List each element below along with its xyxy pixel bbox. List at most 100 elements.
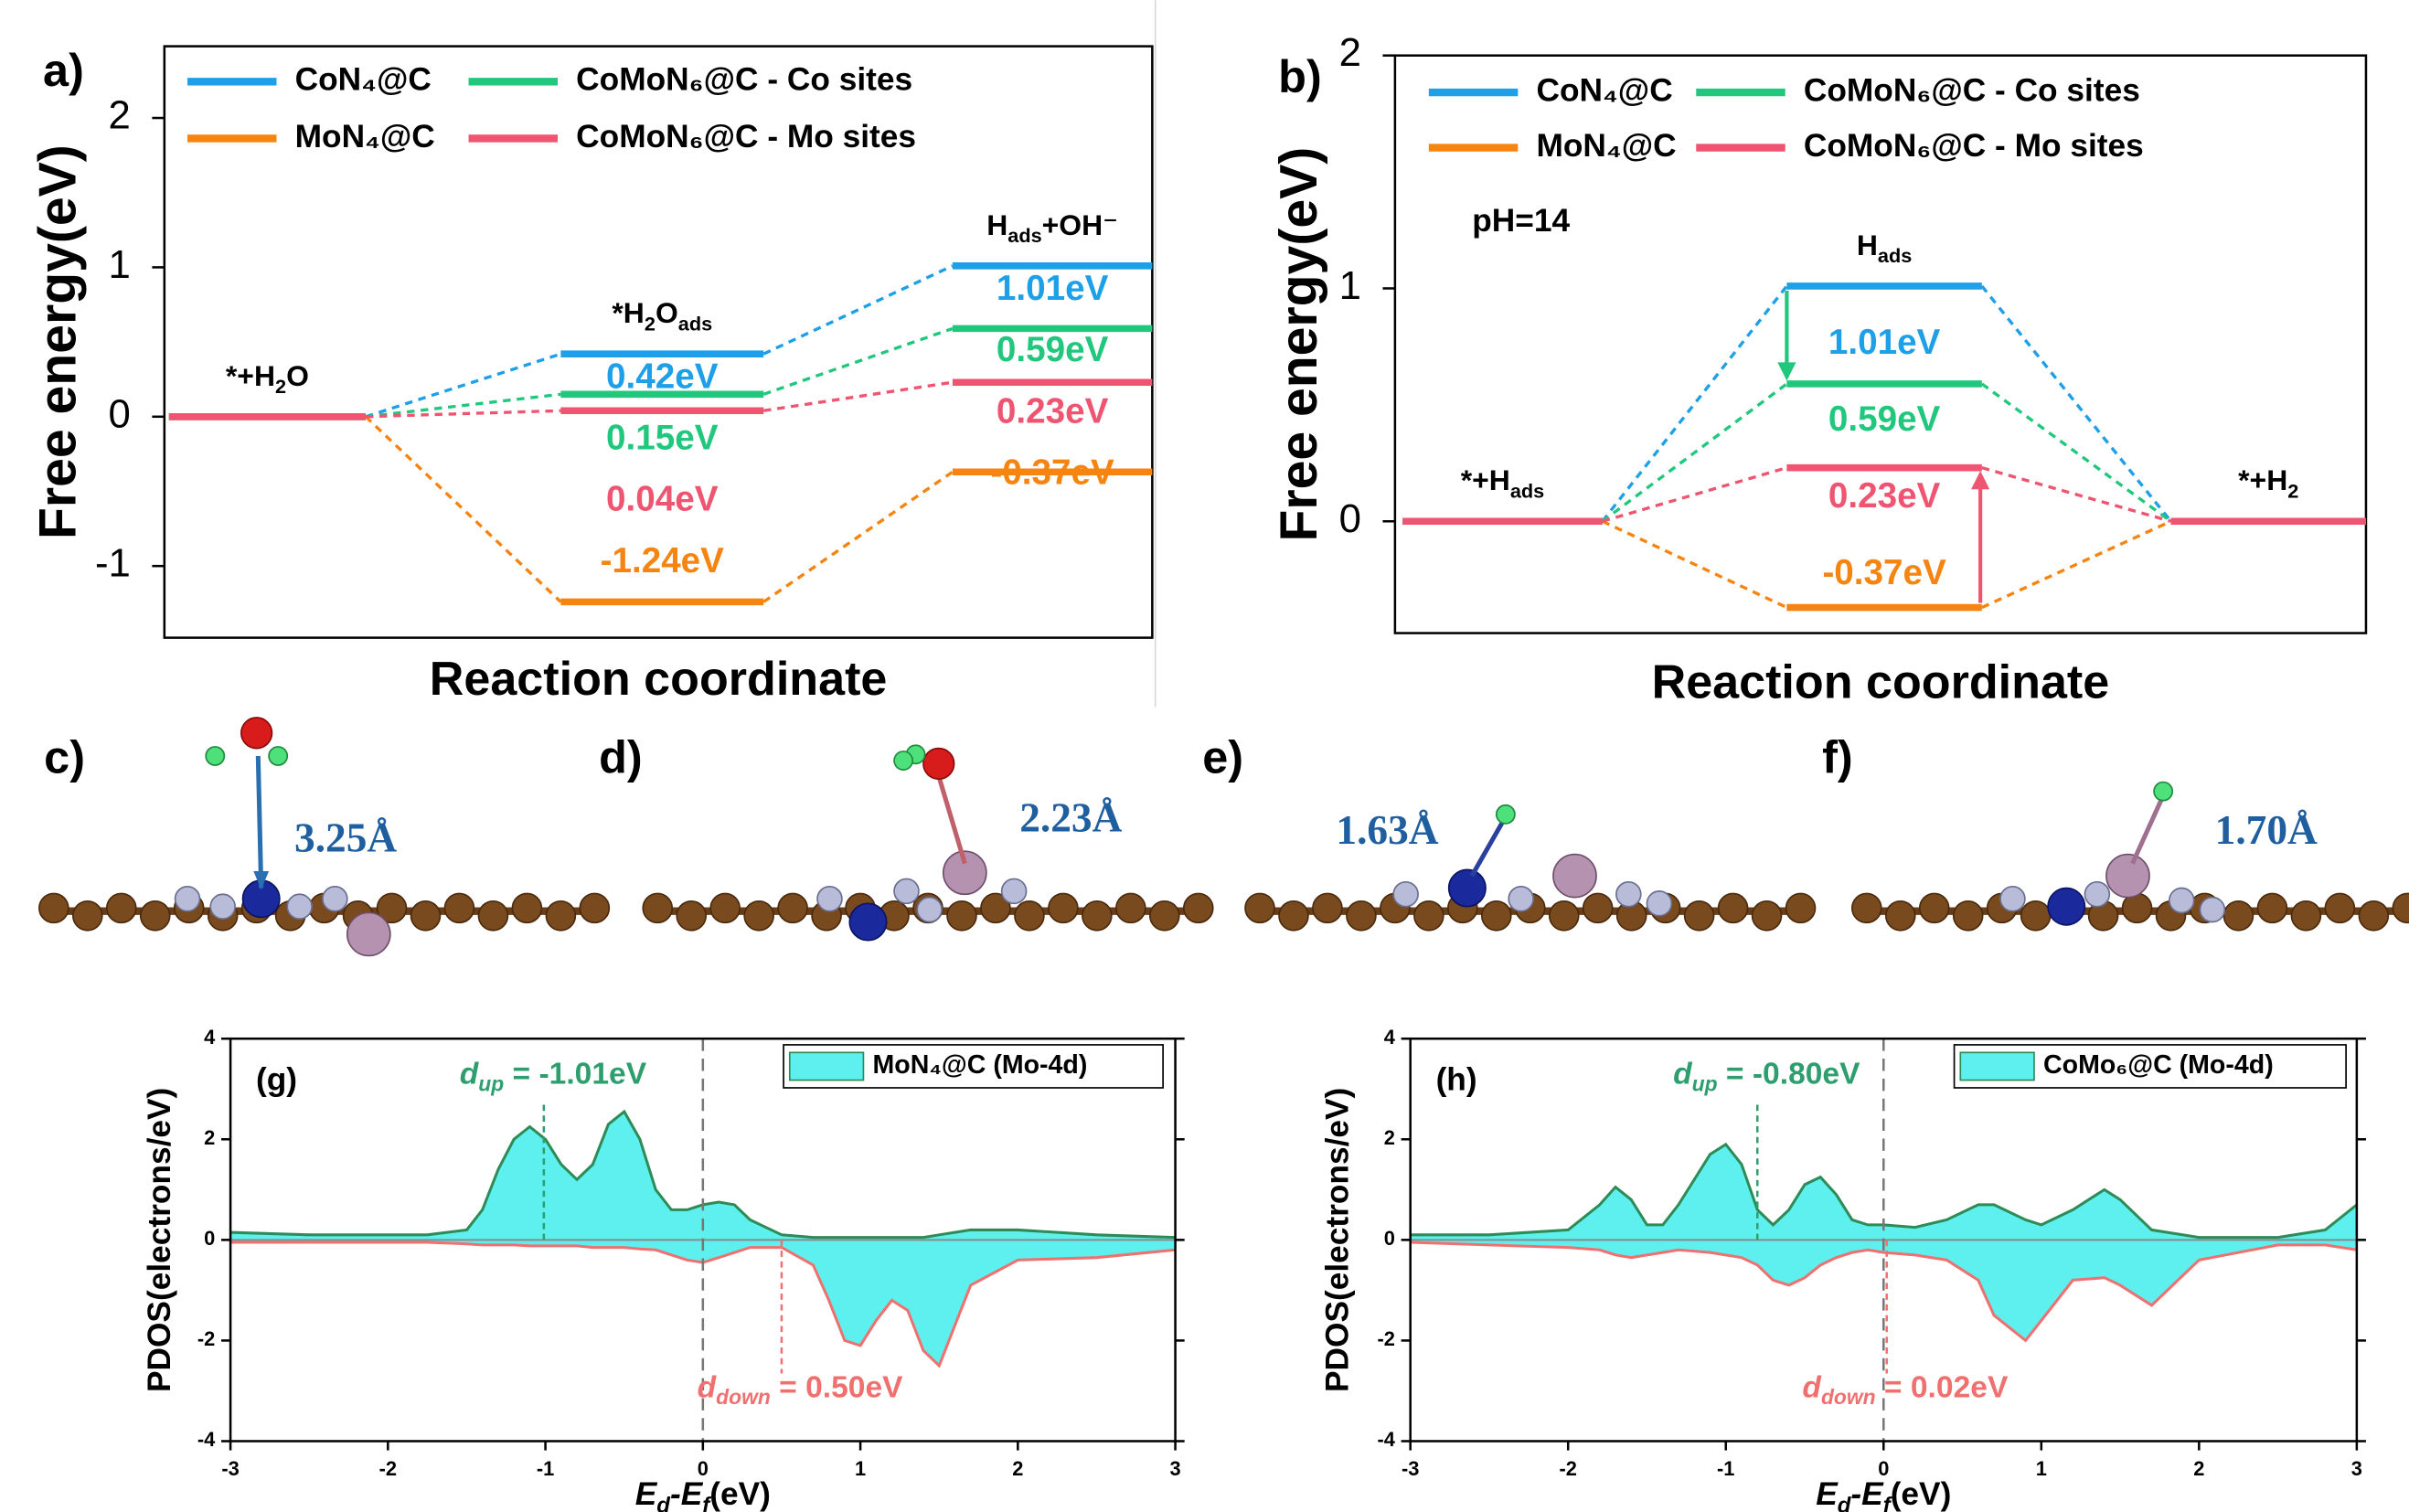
y-axis-title: Free energy(eV) <box>1270 147 1328 542</box>
carbon-atom <box>2021 901 2051 931</box>
y-axis-title: PDOS(electrons/eV) <box>1320 1088 1356 1392</box>
carbon-atom <box>141 901 170 931</box>
nitrogen-atom <box>894 878 919 903</box>
nitrogen-atom <box>1647 891 1671 916</box>
text-part: (eV) <box>709 1476 771 1512</box>
state-label: Hads+OH⁻ <box>986 208 1118 247</box>
carbon-atom <box>677 901 706 931</box>
value-label: 1.01eV <box>997 269 1109 308</box>
y-tick-label: -2 <box>1377 1327 1394 1350</box>
nitrogen-atom <box>2084 882 2109 907</box>
bond-distance: 2.23Å <box>1019 795 1122 841</box>
legend-label: CoN₄@C <box>1536 72 1672 108</box>
nitrogen-atom <box>1616 882 1641 907</box>
y-tick-label: -1 <box>95 541 131 586</box>
x-tick-label: -1 <box>537 1457 554 1480</box>
y-tick-label: 2 <box>1339 30 1361 75</box>
x-tick-label: -3 <box>221 1457 239 1480</box>
legend-label: MoN₄@C (Mo-4d) <box>873 1050 1088 1080</box>
value-label: 0.23eV <box>997 391 1109 431</box>
nitrogen-atom <box>210 894 235 919</box>
carbon-atom <box>1920 893 1949 922</box>
text-part: d <box>1838 1494 1852 1512</box>
carbon-atom <box>710 893 740 922</box>
y-axis-title: Free energy(eV) <box>28 144 87 539</box>
value-label: 0.23eV <box>1828 476 1941 516</box>
text-part: E <box>635 1476 658 1512</box>
text-part: +OH⁻ <box>1042 208 1118 241</box>
carbon-atom <box>445 893 474 922</box>
y-tick-label: 0 <box>109 391 131 436</box>
y-tick-label: 1 <box>1339 263 1361 308</box>
carbon-atom <box>1347 901 1376 931</box>
text-part: d <box>1802 1370 1822 1404</box>
page: {"chart_data": [ {"type": "energy", "pan… <box>0 0 2409 1512</box>
text-part: d <box>698 1370 718 1404</box>
carbon-atom <box>1550 901 1579 931</box>
hydrogen-atom <box>269 747 287 765</box>
x-tick-label: 3 <box>1170 1457 1181 1480</box>
value-label: 0.59eV <box>997 330 1109 369</box>
bond-distance: 1.70Å <box>2215 807 2318 853</box>
nitrogen-atom <box>176 887 200 911</box>
carbon-atom <box>512 893 541 922</box>
annotation: pH=14 <box>1472 203 1570 239</box>
text-part: down <box>716 1385 771 1409</box>
nitrogen-atom <box>817 887 842 911</box>
y-tick-label: 4 <box>1384 1026 1396 1049</box>
mo-atom <box>2106 855 2149 898</box>
x-axis-title: Reaction coordinate <box>1652 655 2110 708</box>
text-part: up <box>1692 1071 1718 1095</box>
carbon-atom <box>1954 901 1983 931</box>
carbon-atom <box>1414 901 1444 931</box>
carbon-atom <box>39 893 69 922</box>
x-tick-label: -1 <box>1717 1457 1734 1480</box>
text-part: d <box>656 1494 671 1512</box>
text-part: 2 <box>2287 479 2298 502</box>
panel-label: (g) <box>256 1062 297 1098</box>
bond <box>258 756 261 889</box>
x-tick-label: 1 <box>2036 1457 2047 1480</box>
panel-label: a) <box>43 44 84 96</box>
text-part: O <box>656 297 678 330</box>
nitrogen-atom <box>323 887 347 911</box>
panel-label: f) <box>1822 730 1853 783</box>
carbon-atom <box>1279 901 1308 931</box>
carbon-atom <box>1116 893 1146 922</box>
hydrogen-atom <box>206 747 224 765</box>
oxygen-atom <box>241 718 272 749</box>
carbon-atom <box>1685 901 1714 931</box>
value-label: 0.59eV <box>1828 399 1941 439</box>
value-label: -0.37eV <box>990 453 1114 493</box>
text-part: -E <box>1850 1476 1884 1512</box>
carbon-atom <box>1786 893 1816 922</box>
text-part: ads <box>678 312 712 335</box>
carbon-atom <box>1753 901 1782 931</box>
text-part: *H <box>612 297 644 330</box>
text-part: -E <box>670 1476 704 1512</box>
text-part: up <box>478 1071 504 1095</box>
oxygen-atom <box>923 749 954 780</box>
panel-label: d) <box>599 730 643 783</box>
carbon-atom <box>1245 893 1274 922</box>
text-part: 2 <box>275 375 286 398</box>
hydrogen-atom <box>2154 783 2172 801</box>
co-atom <box>849 903 886 940</box>
text-part: *+H <box>226 359 275 392</box>
text-part: H <box>986 208 1007 241</box>
x-tick-label: 1 <box>855 1457 866 1480</box>
y-axis-title: PDOS(electrons/eV) <box>142 1088 177 1392</box>
nitrogen-atom <box>2200 898 2224 922</box>
carbon-atom <box>1184 893 1213 922</box>
carbon-atom <box>1886 901 1915 931</box>
text-part: H <box>1857 229 1878 261</box>
panel-label: e) <box>1202 730 1243 783</box>
carbon-atom <box>580 893 609 922</box>
carbon-atom <box>1719 893 1748 922</box>
legend-label: CoMoN₆@C - Mo sites <box>1804 128 2144 164</box>
panel-label: b) <box>1278 50 1322 102</box>
y-tick-label: 1 <box>109 242 131 287</box>
text-part: (eV) <box>1891 1476 1952 1512</box>
hydrogen-atom <box>1497 805 1515 824</box>
x-tick-label: -2 <box>379 1457 397 1480</box>
